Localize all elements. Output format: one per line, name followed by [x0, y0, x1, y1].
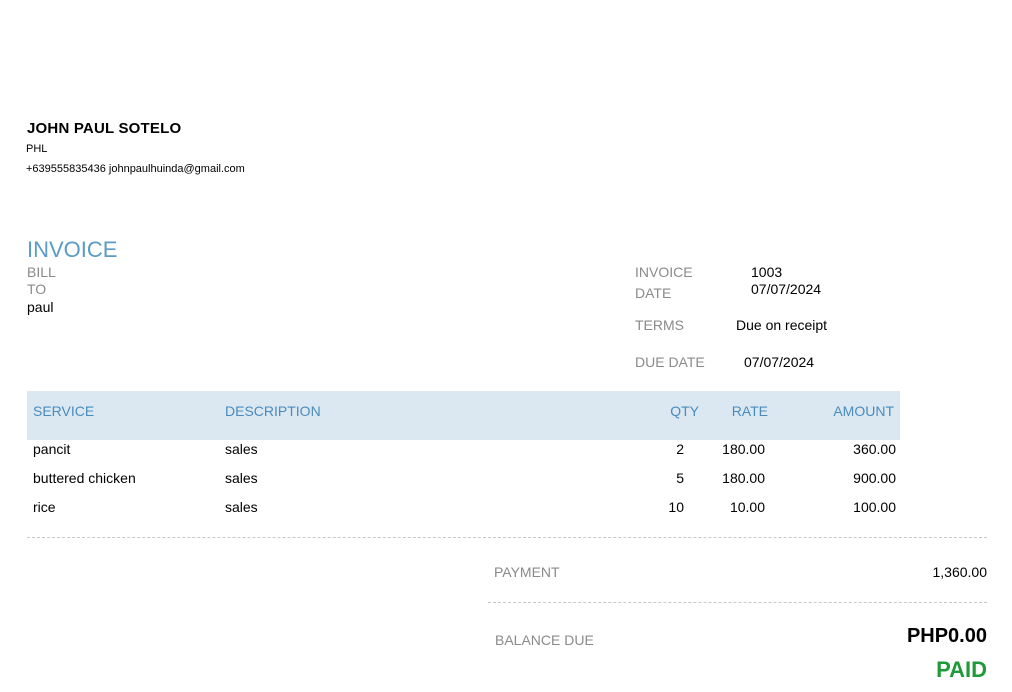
header-description: DESCRIPTION: [225, 403, 321, 419]
header-qty: QTY: [670, 403, 699, 419]
table-row: pancit sales 2 180.00 360.00: [27, 441, 900, 470]
bill-to-name: paul: [27, 299, 54, 315]
totals-divider: [488, 602, 987, 603]
due-date-label: DUE DATE: [635, 354, 705, 370]
invoice-date-label-line1: INVOICE: [635, 264, 693, 280]
company-country: PHL: [26, 143, 48, 155]
table-row: rice sales 10 10.00 100.00: [27, 499, 900, 528]
header-rate: RATE: [731, 403, 768, 419]
cell-description: sales: [225, 499, 258, 515]
invoice-date-label-line2: DATE: [635, 285, 672, 301]
paid-status-badge: PAID: [936, 657, 987, 682]
cell-amount: 900.00: [853, 470, 896, 486]
bill-to-label-line1: BILL: [27, 264, 56, 280]
bill-to-label-line2: TO: [27, 281, 47, 297]
cell-amount: 360.00: [853, 441, 896, 457]
invoice-title: INVOICE: [27, 237, 118, 262]
cell-amount: 100.00: [853, 499, 896, 515]
company-name: JOHN PAUL SOTELO: [27, 120, 182, 137]
cell-rate: 10.00: [729, 499, 765, 515]
cell-qty: 5: [676, 470, 684, 486]
invoice-date: 07/07/2024: [751, 281, 822, 297]
cell-qty: 2: [676, 441, 684, 457]
terms-value: Due on receipt: [736, 317, 828, 333]
header-amount: AMOUNT: [833, 403, 894, 419]
balance-due-value: PHP0.00: [906, 625, 987, 647]
cell-rate: 180.00: [722, 441, 765, 457]
terms-label: TERMS: [635, 317, 684, 333]
cell-description: sales: [225, 470, 258, 486]
invoice-number: 1003: [751, 264, 783, 280]
balance-due-label: BALANCE DUE: [495, 632, 594, 648]
due-date-value: 07/07/2024: [744, 354, 815, 370]
cell-qty: 10: [668, 499, 684, 515]
table-divider: [27, 537, 987, 538]
cell-rate: 180.00: [722, 470, 765, 486]
company-contact: +639555835436 johnpaulhuinda@gmail.com: [26, 163, 245, 175]
header-service: SERVICE: [33, 403, 95, 419]
cell-description: sales: [225, 441, 258, 457]
table-row: buttered chicken sales 5 180.00 900.00: [27, 470, 900, 499]
cell-service: pancit: [33, 441, 71, 457]
payment-label: PAYMENT: [494, 564, 560, 580]
table-header: SERVICE DESCRIPTION QTY RATE AMOUNT: [27, 391, 900, 440]
payment-value: 1,360.00: [932, 564, 988, 580]
cell-service: buttered chicken: [33, 470, 136, 486]
cell-service: rice: [33, 499, 56, 515]
